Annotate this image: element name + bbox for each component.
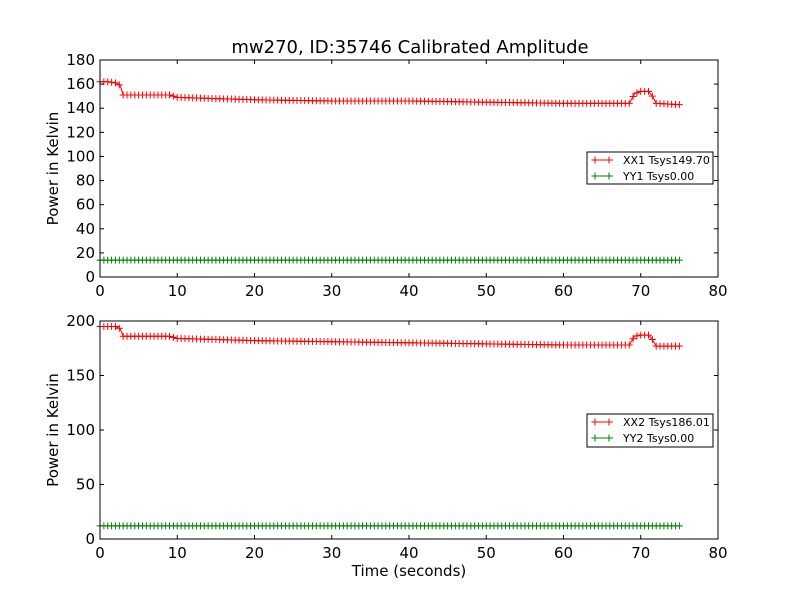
series-2	[96, 522, 683, 530]
y-axis-label: Power in Kelvin	[44, 112, 62, 226]
data-point-marker	[675, 342, 683, 350]
data-point-marker	[648, 92, 656, 100]
x-tick-label: 50	[477, 544, 496, 562]
x-tick-label: 0	[95, 282, 105, 300]
data-point-marker	[169, 92, 177, 100]
legend-entry: YY1 Tsys0.00	[622, 170, 694, 183]
x-tick-label: 20	[245, 282, 264, 300]
x-tick-label: 0	[95, 544, 105, 562]
y-tick-label: 50	[76, 476, 95, 494]
legend-entry: XX2 Tsys186.01	[623, 416, 710, 429]
x-tick-label: 50	[477, 282, 496, 300]
data-point-marker	[629, 335, 637, 343]
legend-marker	[605, 156, 613, 164]
data-point-marker	[675, 256, 683, 264]
y-tick-label: 60	[76, 196, 95, 214]
data-point-marker	[104, 78, 112, 86]
data-point-marker	[625, 341, 633, 349]
y-tick-label: 150	[66, 367, 95, 385]
x-tick-label: 40	[399, 544, 418, 562]
y-axis-label: Power in Kelvin	[44, 373, 62, 487]
x-tick-label: 10	[168, 544, 187, 562]
data-point-marker	[166, 91, 174, 99]
x-tick-label: 40	[399, 282, 418, 300]
data-point-marker	[648, 336, 656, 344]
data-point-marker	[629, 93, 637, 101]
x-tick-label: 60	[554, 544, 573, 562]
legend-entry: YY2 Tsys0.00	[622, 432, 694, 445]
y-tick-label: 0	[85, 268, 95, 286]
series-1	[96, 322, 683, 350]
y-tick-label: 140	[66, 99, 95, 117]
data-point-marker	[115, 81, 123, 89]
x-tick-label: 60	[554, 282, 573, 300]
bottom-plot-panel: 0 10 20 30 40 50 60 70 80 0 50 100 150 200 Power in Ke…	[44, 312, 728, 580]
x-tick-label: 30	[322, 282, 341, 300]
data-point-marker	[169, 333, 177, 341]
y-tick-label: 100	[66, 421, 95, 439]
x-tick-label: 70	[631, 282, 650, 300]
legend-marker	[605, 418, 613, 426]
series-1	[96, 78, 683, 109]
legend-marker	[591, 172, 599, 180]
data-point-marker	[115, 324, 123, 332]
y-tick-label: 0	[85, 530, 95, 548]
data-point-marker	[675, 101, 683, 109]
x-axis-label: Time (seconds)	[351, 562, 467, 580]
y-tick-label: 40	[76, 220, 95, 238]
data-point-marker	[111, 79, 119, 87]
data-point-marker	[644, 331, 652, 339]
x-tick-label: 80	[708, 544, 727, 562]
x-tick-label: 80	[708, 282, 727, 300]
y-tick-label: 20	[76, 244, 95, 262]
top-plot-panel: 0 10 20 30 40 50 60 70 80 0 20 40 60 80 100 120 140 160 18…	[44, 51, 728, 300]
legend-marker	[591, 434, 599, 442]
data-point-marker	[166, 332, 174, 340]
legend-marker	[591, 418, 599, 426]
data-point-marker	[108, 78, 116, 86]
data-point-marker	[675, 522, 683, 530]
x-tick-label: 30	[322, 544, 341, 562]
x-tick-label: 70	[631, 544, 650, 562]
series-2	[96, 256, 683, 264]
data-point-marker	[644, 87, 652, 95]
data-point-marker	[111, 322, 119, 330]
y-tick-label: 120	[66, 123, 95, 141]
legend-marker	[591, 156, 599, 164]
data-point-marker	[633, 89, 641, 97]
legend-box	[586, 151, 714, 185]
data-point-marker	[633, 332, 641, 340]
y-tick-label: 80	[76, 172, 95, 190]
y-tick-label: 100	[66, 147, 95, 165]
data-point-marker	[625, 99, 633, 107]
x-tick-label: 10	[168, 282, 187, 300]
legend-marker	[605, 172, 613, 180]
y-tick-label: 160	[66, 75, 95, 93]
legend-entry: XX1 Tsys149.70	[623, 154, 710, 167]
chart-title: mw270, ID:35746 Calibrated Amplitude	[231, 37, 588, 58]
y-tick-label: 200	[66, 312, 95, 330]
legend: XX2 Tsys186.01 YY2 Tsys0.00	[586, 413, 714, 448]
y-tick-label: 180	[66, 51, 95, 69]
x-tick-label: 20	[245, 544, 264, 562]
legend-box	[586, 413, 714, 448]
legend-marker	[605, 434, 613, 442]
legend: XX1 Tsys149.70 YY1 Tsys0.00	[586, 151, 714, 185]
